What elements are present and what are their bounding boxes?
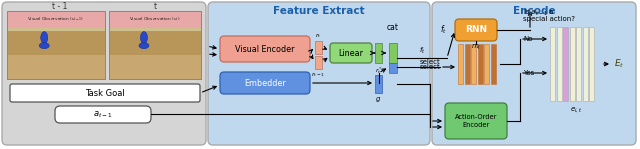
Bar bbox=[557, 27, 561, 101]
FancyBboxPatch shape bbox=[220, 36, 310, 62]
FancyBboxPatch shape bbox=[220, 72, 310, 94]
Bar bbox=[109, 11, 201, 31]
Text: Action-Order
Encoder: Action-Order Encoder bbox=[455, 114, 497, 128]
FancyBboxPatch shape bbox=[208, 2, 430, 145]
Text: $m_i$: $m_i$ bbox=[471, 43, 481, 52]
Bar bbox=[576, 27, 581, 101]
FancyBboxPatch shape bbox=[2, 2, 206, 145]
Text: cat: cat bbox=[387, 23, 399, 32]
Bar bbox=[7, 11, 105, 79]
Bar bbox=[7, 31, 105, 55]
Bar bbox=[375, 43, 382, 63]
Text: special action?: special action? bbox=[523, 16, 575, 22]
Bar bbox=[7, 11, 105, 28]
Text: RNN: RNN bbox=[465, 25, 487, 35]
Bar bbox=[109, 11, 201, 28]
Bar bbox=[389, 63, 397, 73]
Text: t: t bbox=[154, 2, 157, 11]
Bar bbox=[7, 11, 105, 79]
Bar bbox=[484, 44, 489, 84]
Text: $e_{i,t}$: $e_{i,t}$ bbox=[570, 105, 582, 114]
Text: select: select bbox=[419, 64, 440, 70]
Text: Visual Encoder: Visual Encoder bbox=[236, 45, 295, 53]
Text: $E_t$: $E_t$ bbox=[614, 58, 625, 70]
Text: Visual Observation ($v_t$): Visual Observation ($v_t$) bbox=[129, 15, 180, 23]
FancyBboxPatch shape bbox=[330, 43, 372, 63]
Bar bbox=[458, 44, 463, 84]
Text: $r_t^*$: $r_t^*$ bbox=[374, 65, 383, 76]
Bar bbox=[589, 27, 594, 101]
FancyBboxPatch shape bbox=[10, 84, 200, 102]
FancyBboxPatch shape bbox=[55, 106, 151, 123]
Text: t - 1: t - 1 bbox=[52, 2, 68, 11]
Bar bbox=[109, 11, 201, 79]
Text: No: No bbox=[523, 36, 532, 42]
Bar bbox=[7, 11, 105, 31]
Bar bbox=[109, 11, 201, 79]
Ellipse shape bbox=[41, 32, 48, 44]
Bar bbox=[465, 44, 470, 84]
Bar bbox=[109, 31, 201, 55]
Text: Linear: Linear bbox=[339, 49, 364, 58]
Bar bbox=[490, 44, 495, 84]
Text: $a_{t-1}$: $a_{t-1}$ bbox=[93, 109, 113, 120]
FancyBboxPatch shape bbox=[445, 103, 507, 139]
Bar bbox=[582, 27, 588, 101]
Bar bbox=[375, 75, 382, 93]
Bar bbox=[550, 27, 555, 101]
Text: select: select bbox=[419, 59, 440, 65]
Bar bbox=[315, 56, 322, 69]
Bar bbox=[471, 44, 476, 84]
Text: $r_{t-1}$: $r_{t-1}$ bbox=[312, 70, 326, 79]
FancyBboxPatch shape bbox=[432, 2, 636, 145]
Ellipse shape bbox=[139, 43, 149, 49]
Bar bbox=[563, 27, 568, 101]
Text: $f_t$: $f_t$ bbox=[440, 24, 447, 36]
FancyBboxPatch shape bbox=[455, 19, 497, 41]
Ellipse shape bbox=[39, 43, 49, 49]
Text: $r_t$: $r_t$ bbox=[316, 31, 322, 40]
Text: $g$: $g$ bbox=[376, 95, 381, 104]
Text: Embedder: Embedder bbox=[244, 79, 286, 87]
Text: Is $a_{t-1}$ a: Is $a_{t-1}$ a bbox=[523, 8, 554, 18]
Text: Task Goal: Task Goal bbox=[85, 89, 125, 97]
Ellipse shape bbox=[140, 32, 147, 44]
Bar bbox=[315, 41, 322, 54]
Bar bbox=[389, 43, 397, 63]
Text: Feature Extract: Feature Extract bbox=[273, 6, 365, 16]
Bar bbox=[477, 44, 483, 84]
Text: Yes: Yes bbox=[523, 70, 534, 76]
Text: Encode: Encode bbox=[513, 6, 556, 16]
Text: Visual Observation ($v_{t-1}$): Visual Observation ($v_{t-1}$) bbox=[28, 15, 84, 23]
Bar bbox=[570, 27, 575, 101]
Text: $f_t$: $f_t$ bbox=[419, 46, 425, 56]
